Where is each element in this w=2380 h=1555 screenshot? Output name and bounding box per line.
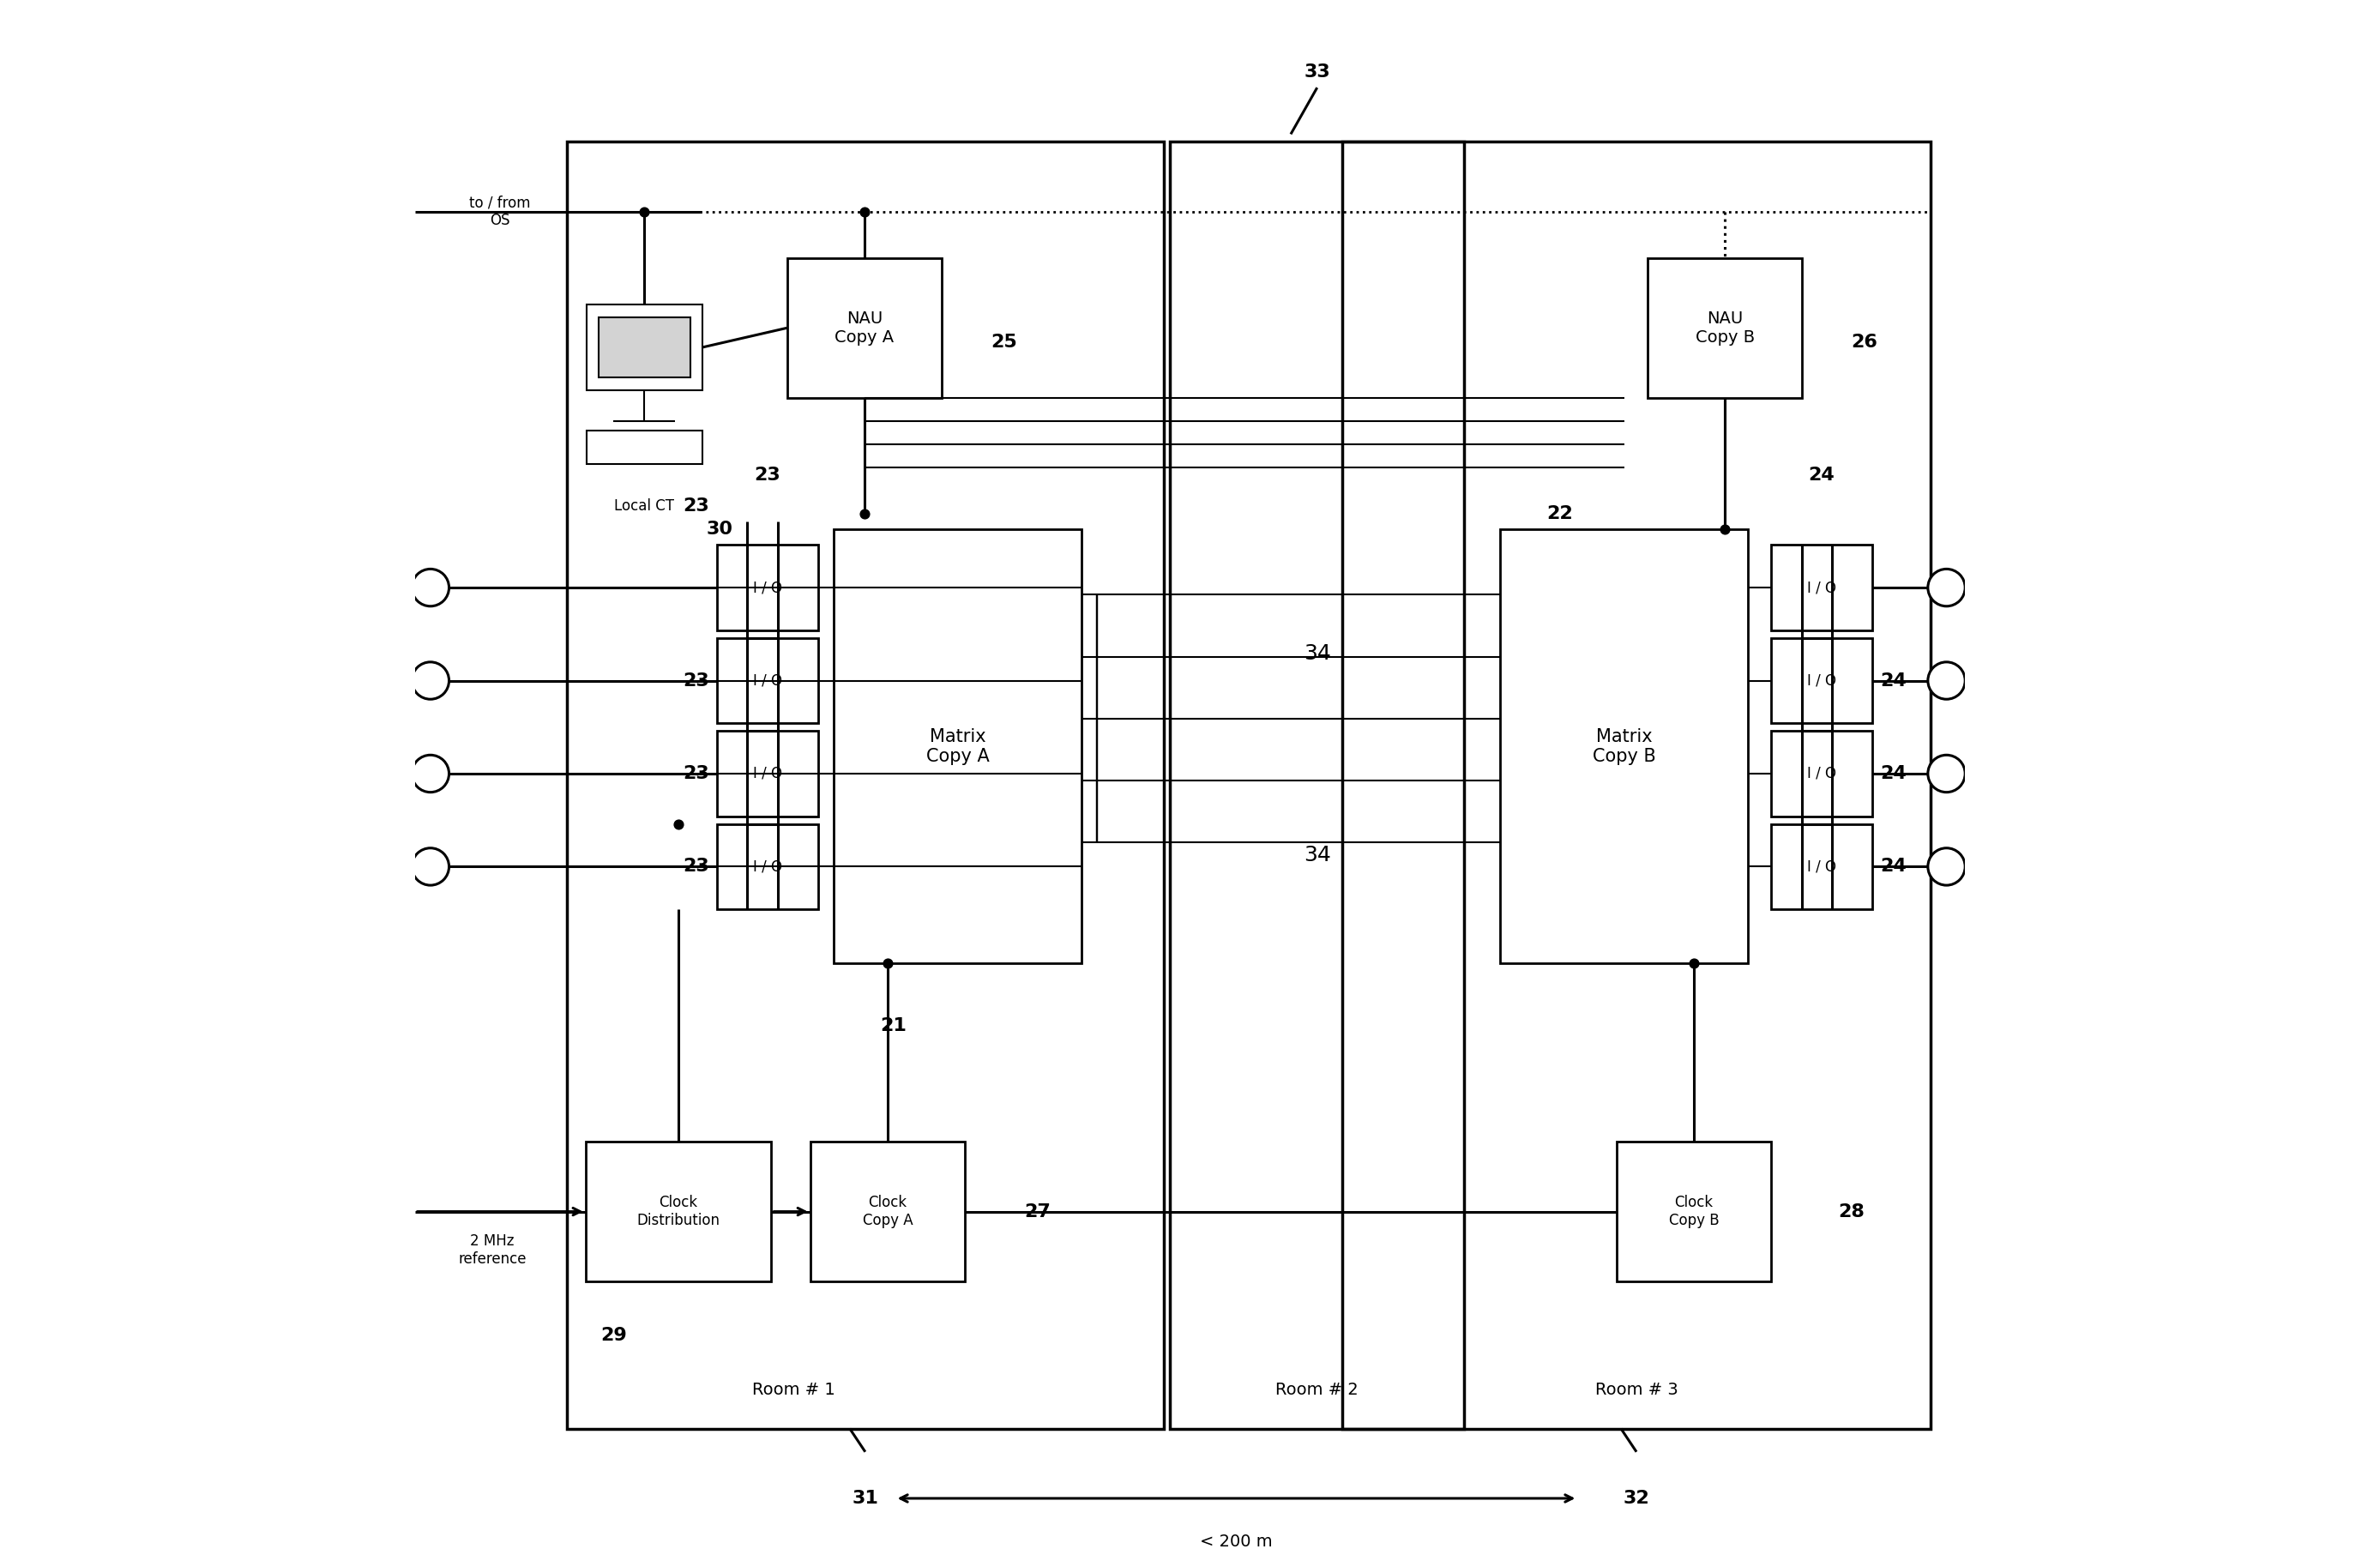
Bar bbox=[716, 731, 819, 816]
Text: 23: 23 bbox=[683, 765, 709, 782]
Bar bbox=[1647, 258, 1802, 398]
Text: Room # 3: Room # 3 bbox=[1595, 1382, 1678, 1398]
Text: 25: 25 bbox=[990, 333, 1016, 350]
Text: 33: 33 bbox=[1304, 64, 1330, 81]
Circle shape bbox=[412, 569, 450, 606]
Text: 23: 23 bbox=[683, 858, 709, 875]
Text: Room # 2: Room # 2 bbox=[1276, 1382, 1359, 1398]
Text: 24: 24 bbox=[1809, 466, 1835, 484]
Text: 34: 34 bbox=[1304, 644, 1330, 664]
Text: 24: 24 bbox=[1880, 858, 1906, 875]
Circle shape bbox=[1928, 847, 1966, 885]
Text: 27: 27 bbox=[1023, 1204, 1050, 1221]
Text: 23: 23 bbox=[754, 466, 781, 484]
Bar bbox=[1342, 142, 1930, 1429]
Bar bbox=[1616, 1141, 1771, 1281]
Text: I / O: I / O bbox=[752, 858, 783, 874]
Bar bbox=[566, 142, 1164, 1429]
Bar bbox=[833, 529, 1081, 964]
Bar bbox=[585, 1141, 771, 1281]
Text: 2 MHz
reference: 2 MHz reference bbox=[459, 1233, 526, 1267]
Text: Matrix
Copy A: Matrix Copy A bbox=[926, 728, 990, 765]
Text: 23: 23 bbox=[683, 498, 709, 515]
Bar bbox=[585, 305, 702, 390]
Text: NAU
Copy A: NAU Copy A bbox=[835, 311, 895, 345]
Text: 24: 24 bbox=[1880, 672, 1906, 689]
Text: I / O: I / O bbox=[752, 673, 783, 689]
Bar bbox=[716, 638, 819, 723]
Text: Clock
Copy B: Clock Copy B bbox=[1668, 1194, 1718, 1228]
Bar bbox=[1499, 529, 1747, 964]
Circle shape bbox=[1928, 569, 1966, 606]
Circle shape bbox=[412, 756, 450, 791]
Text: I / O: I / O bbox=[752, 767, 783, 781]
Point bbox=[659, 812, 697, 837]
Text: 21: 21 bbox=[881, 1017, 907, 1034]
Text: I / O: I / O bbox=[752, 580, 783, 596]
Bar bbox=[1771, 638, 1873, 723]
Bar bbox=[1171, 142, 1464, 1429]
Bar bbox=[1771, 731, 1873, 816]
Text: 31: 31 bbox=[852, 1490, 878, 1507]
Text: I / O: I / O bbox=[1806, 673, 1837, 689]
Point bbox=[1676, 952, 1714, 977]
Text: 32: 32 bbox=[1623, 1490, 1649, 1507]
Bar bbox=[809, 1141, 966, 1281]
Point bbox=[845, 502, 883, 527]
Circle shape bbox=[412, 847, 450, 885]
Text: I / O: I / O bbox=[1806, 858, 1837, 874]
Point bbox=[869, 952, 907, 977]
Bar bbox=[600, 317, 690, 378]
Text: 28: 28 bbox=[1837, 1204, 1864, 1221]
Bar bbox=[716, 824, 819, 910]
Bar bbox=[1771, 544, 1873, 630]
Text: to / from
OS: to / from OS bbox=[469, 194, 531, 229]
Text: 29: 29 bbox=[600, 1326, 628, 1344]
Circle shape bbox=[1928, 756, 1966, 791]
Circle shape bbox=[412, 662, 450, 700]
Text: 22: 22 bbox=[1547, 505, 1573, 522]
Bar bbox=[585, 431, 702, 465]
Text: Matrix
Copy B: Matrix Copy B bbox=[1592, 728, 1656, 765]
Text: Clock
Copy A: Clock Copy A bbox=[862, 1194, 914, 1228]
Point bbox=[845, 199, 883, 224]
Text: 26: 26 bbox=[1852, 333, 1878, 350]
Point bbox=[1706, 516, 1745, 541]
Text: Local CT: Local CT bbox=[614, 499, 674, 515]
Text: Room # 1: Room # 1 bbox=[752, 1382, 835, 1398]
Circle shape bbox=[1928, 662, 1966, 700]
Bar bbox=[1771, 824, 1873, 910]
Point bbox=[626, 199, 664, 224]
Text: 34: 34 bbox=[1304, 844, 1330, 865]
Text: I / O: I / O bbox=[1806, 580, 1837, 596]
Text: I / O: I / O bbox=[1806, 767, 1837, 781]
Bar bbox=[716, 544, 819, 630]
Text: 23: 23 bbox=[683, 672, 709, 689]
Text: 30: 30 bbox=[707, 521, 733, 538]
Text: Clock
Distribution: Clock Distribution bbox=[638, 1194, 721, 1228]
Text: 24: 24 bbox=[1880, 765, 1906, 782]
Text: NAU
Copy B: NAU Copy B bbox=[1695, 311, 1754, 345]
Bar bbox=[788, 258, 942, 398]
Text: < 200 m: < 200 m bbox=[1200, 1533, 1273, 1550]
